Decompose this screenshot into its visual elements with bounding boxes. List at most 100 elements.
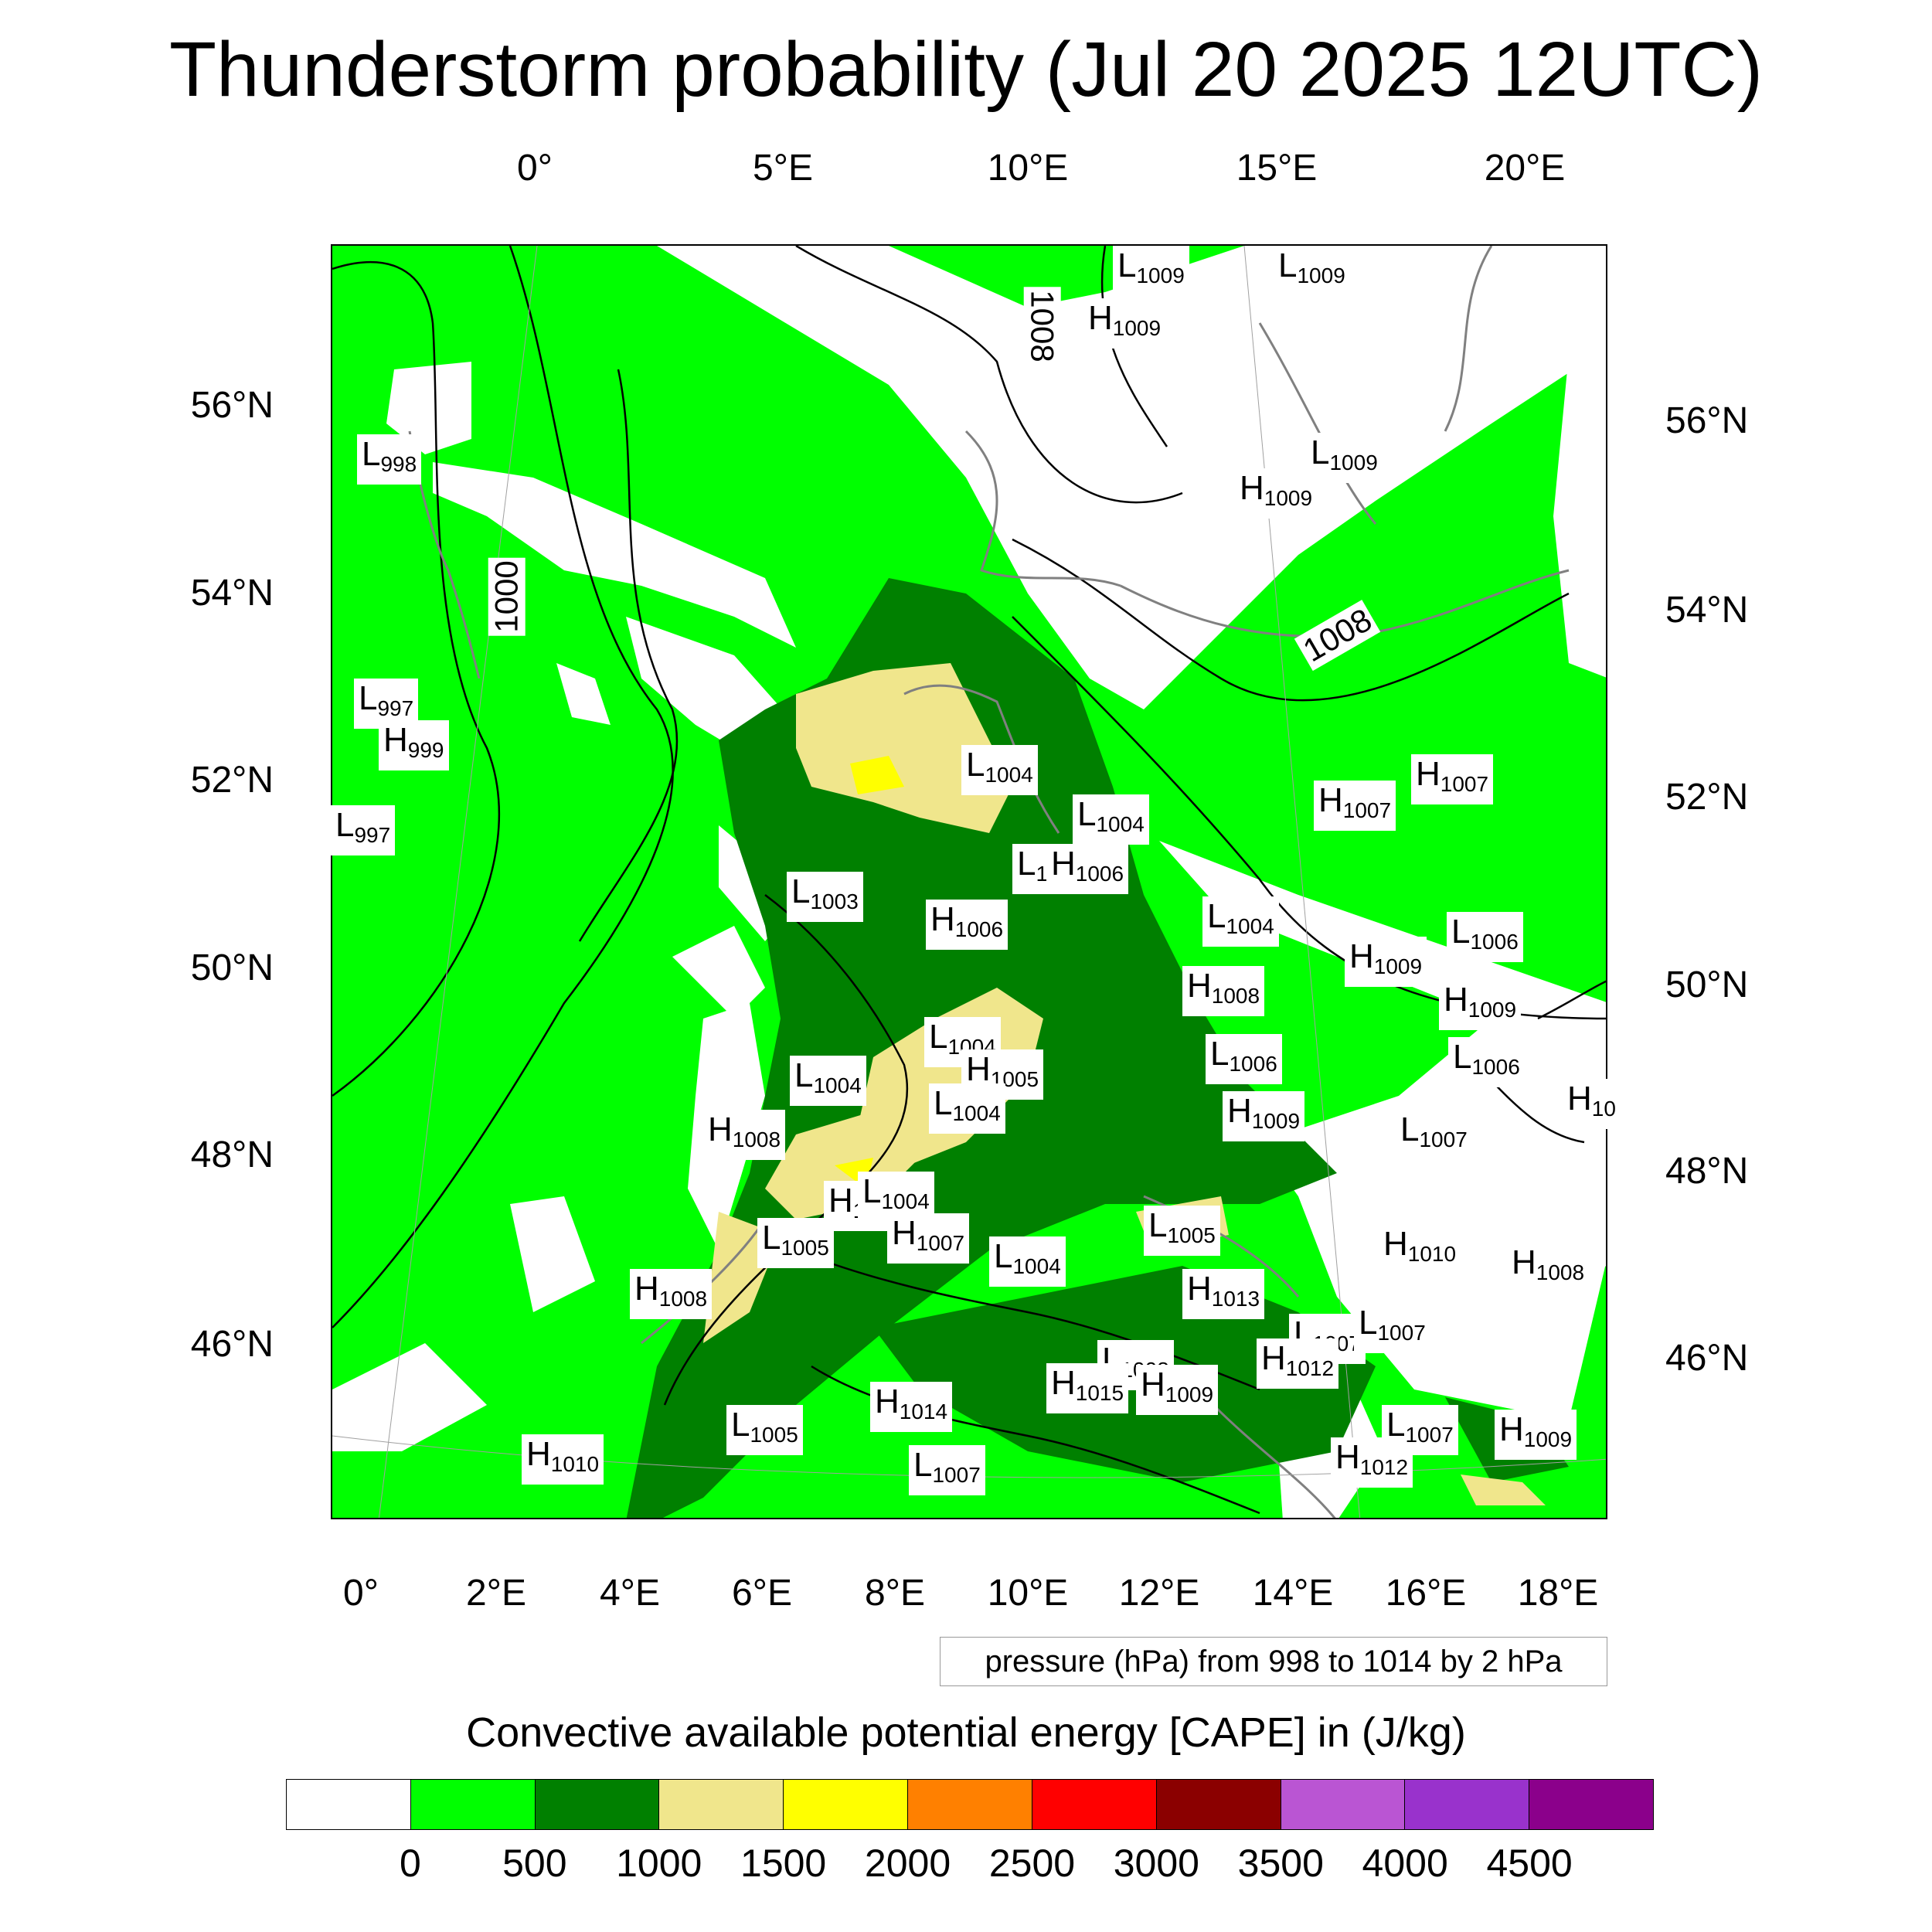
pressure-center-value: 1004 [813, 1073, 862, 1097]
pressure-center-type: H [930, 900, 955, 938]
pressure-center-type: L [794, 1056, 814, 1094]
pressure-center-type: L [1148, 1206, 1168, 1244]
pressure-center-value: 1009 [1468, 998, 1517, 1022]
pressure-center-type: H [1051, 845, 1076, 883]
left-axis-label: 50°N [190, 947, 274, 988]
isobar-line [578, 369, 679, 942]
coastline [964, 430, 1121, 587]
cape-zero-region [556, 663, 611, 725]
low-pressure-label: L1004 [1073, 794, 1149, 845]
pressure-center-value: 1015 [1075, 1381, 1124, 1405]
low-pressure-label: L1006 [1448, 1037, 1525, 1087]
pressure-center-value: 1007 [1419, 1128, 1468, 1151]
low-pressure-label: L1004 [790, 1056, 866, 1106]
pressure-center-type: H [1088, 299, 1113, 337]
cape-zero-region [672, 926, 765, 1019]
pressure-center-value: 1006 [954, 917, 1004, 941]
pressure-center-type: L [1210, 1035, 1230, 1073]
pressure-center-type: H [1227, 1092, 1252, 1130]
right-axis-label: 46°N [1665, 1338, 1749, 1379]
pressure-center-type: H [1512, 1243, 1536, 1281]
chart-title: Thunderstorm probability (Jul 20 2025 12… [168, 26, 1764, 113]
pressure-center-value: 1009 [1373, 954, 1423, 978]
pressure-center-type: H [1240, 469, 1264, 507]
left-axis-label: 48°N [190, 1134, 274, 1175]
cape-zero-region [332, 1343, 487, 1451]
pressure-center-type: H [966, 1050, 991, 1088]
pressure-center-value: 1004 [1096, 812, 1145, 836]
low-pressure-label: L1007 [1354, 1303, 1430, 1353]
pressure-center-type: H [1416, 755, 1440, 793]
pressure-center-value: 1005 [1167, 1223, 1216, 1247]
high-pressure-label: H1009 [1083, 298, 1166, 349]
pressure-center-value: 1006 [1075, 862, 1124, 886]
pressure-center-value: 1009 [1523, 1427, 1573, 1451]
pressure-center-type: L [913, 1446, 933, 1484]
pressure-center-type: L [335, 806, 355, 844]
isobar-line [663, 894, 909, 1406]
pressure-center-type: H [383, 721, 408, 759]
right-axis-label: 48°N [1665, 1151, 1749, 1192]
coastline [1143, 1195, 1300, 1298]
pressure-center-type: L [362, 435, 381, 473]
pressure-center-value: 1009 [1329, 451, 1378, 474]
pressure-center-type: L [1311, 434, 1330, 471]
high-pressure-label: H1009 [1439, 980, 1522, 1030]
pressure-center-value: 1008 [1211, 984, 1260, 1008]
left-axis-label: 56°N [190, 385, 274, 426]
pressure-center-value: 1007 [916, 1231, 965, 1255]
pressure-center-value: 1013 [1211, 1287, 1260, 1311]
pressure-center-type: H [875, 1383, 900, 1420]
pressure-center-value: 1004 [1012, 1254, 1061, 1278]
pressure-center-type: L [731, 1406, 750, 1444]
pressure-center-value: 1008 [732, 1128, 781, 1151]
pressure-center-type: H [1051, 1364, 1076, 1402]
pressure-center-type: L [994, 1237, 1013, 1275]
pressure-center-type: L [929, 1018, 948, 1056]
colorbar-tick-label: 500 [502, 1842, 567, 1885]
pressure-center-value: 1006 [1470, 930, 1519, 954]
low-pressure-label: L998 [357, 434, 422, 485]
cape-zero-region [433, 462, 796, 648]
high-pressure-label: H1008 [703, 1110, 786, 1160]
low-pressure-label: L1003 [787, 872, 863, 922]
colorbar-swatch [784, 1780, 909, 1829]
low-pressure-label: L1006 [1447, 912, 1523, 962]
pressure-center-type: H [1187, 1270, 1212, 1308]
high-pressure-label: H1007 [1314, 781, 1396, 831]
bottom-axis-label: 8°E [865, 1573, 925, 1614]
pressure-center-value: 1004 [881, 1189, 930, 1213]
high-pressure-label: H1007 [1411, 754, 1494, 804]
meridian [378, 246, 538, 1518]
low-pressure-label: L1009 [1113, 246, 1189, 296]
pressure-center-type: L [966, 746, 985, 784]
low-pressure-label: L1004 [961, 745, 1038, 795]
pressure-center-value: 1012 [1285, 1356, 1335, 1380]
colorbar-swatch [1156, 1780, 1281, 1829]
pressure-center-type: H [526, 1435, 551, 1473]
pressure-center-value: 1009 [1297, 264, 1345, 287]
right-axis-label: 50°N [1665, 964, 1749, 1005]
pressure-center-value: 1009 [1264, 486, 1313, 510]
bottom-axis-label: 6°E [732, 1573, 792, 1614]
low-pressure-label: L1004 [989, 1236, 1066, 1287]
pressure-center-type: H [1335, 1438, 1360, 1476]
pressure-center-type: H [1383, 1225, 1408, 1263]
low-pressure-label: L1009 [1306, 433, 1383, 483]
contour-label: 1008 [1023, 287, 1061, 366]
isobar-line [1012, 538, 1570, 702]
pressure-center-value: 1009 [1112, 316, 1162, 340]
isobar-line [332, 246, 674, 1328]
pressure-center-value: 1012 [1359, 1455, 1409, 1479]
low-pressure-label: L1006 [1206, 1034, 1282, 1084]
high-pressure-label: H1010 [1379, 1224, 1461, 1274]
high-pressure-label: H1008 [1507, 1243, 1590, 1293]
pressure-center-type: L [791, 872, 811, 910]
top-axis-label: 20°E [1484, 148, 1566, 189]
high-pressure-label: H1009 [1136, 1365, 1219, 1415]
coastline [1444, 246, 1493, 432]
cape-1500-2000-region [850, 756, 904, 794]
right-axis-label: 54°N [1665, 590, 1749, 631]
pressure-center-type: H [1261, 1339, 1286, 1377]
high-pressure-label: H1009 [1495, 1410, 1577, 1460]
